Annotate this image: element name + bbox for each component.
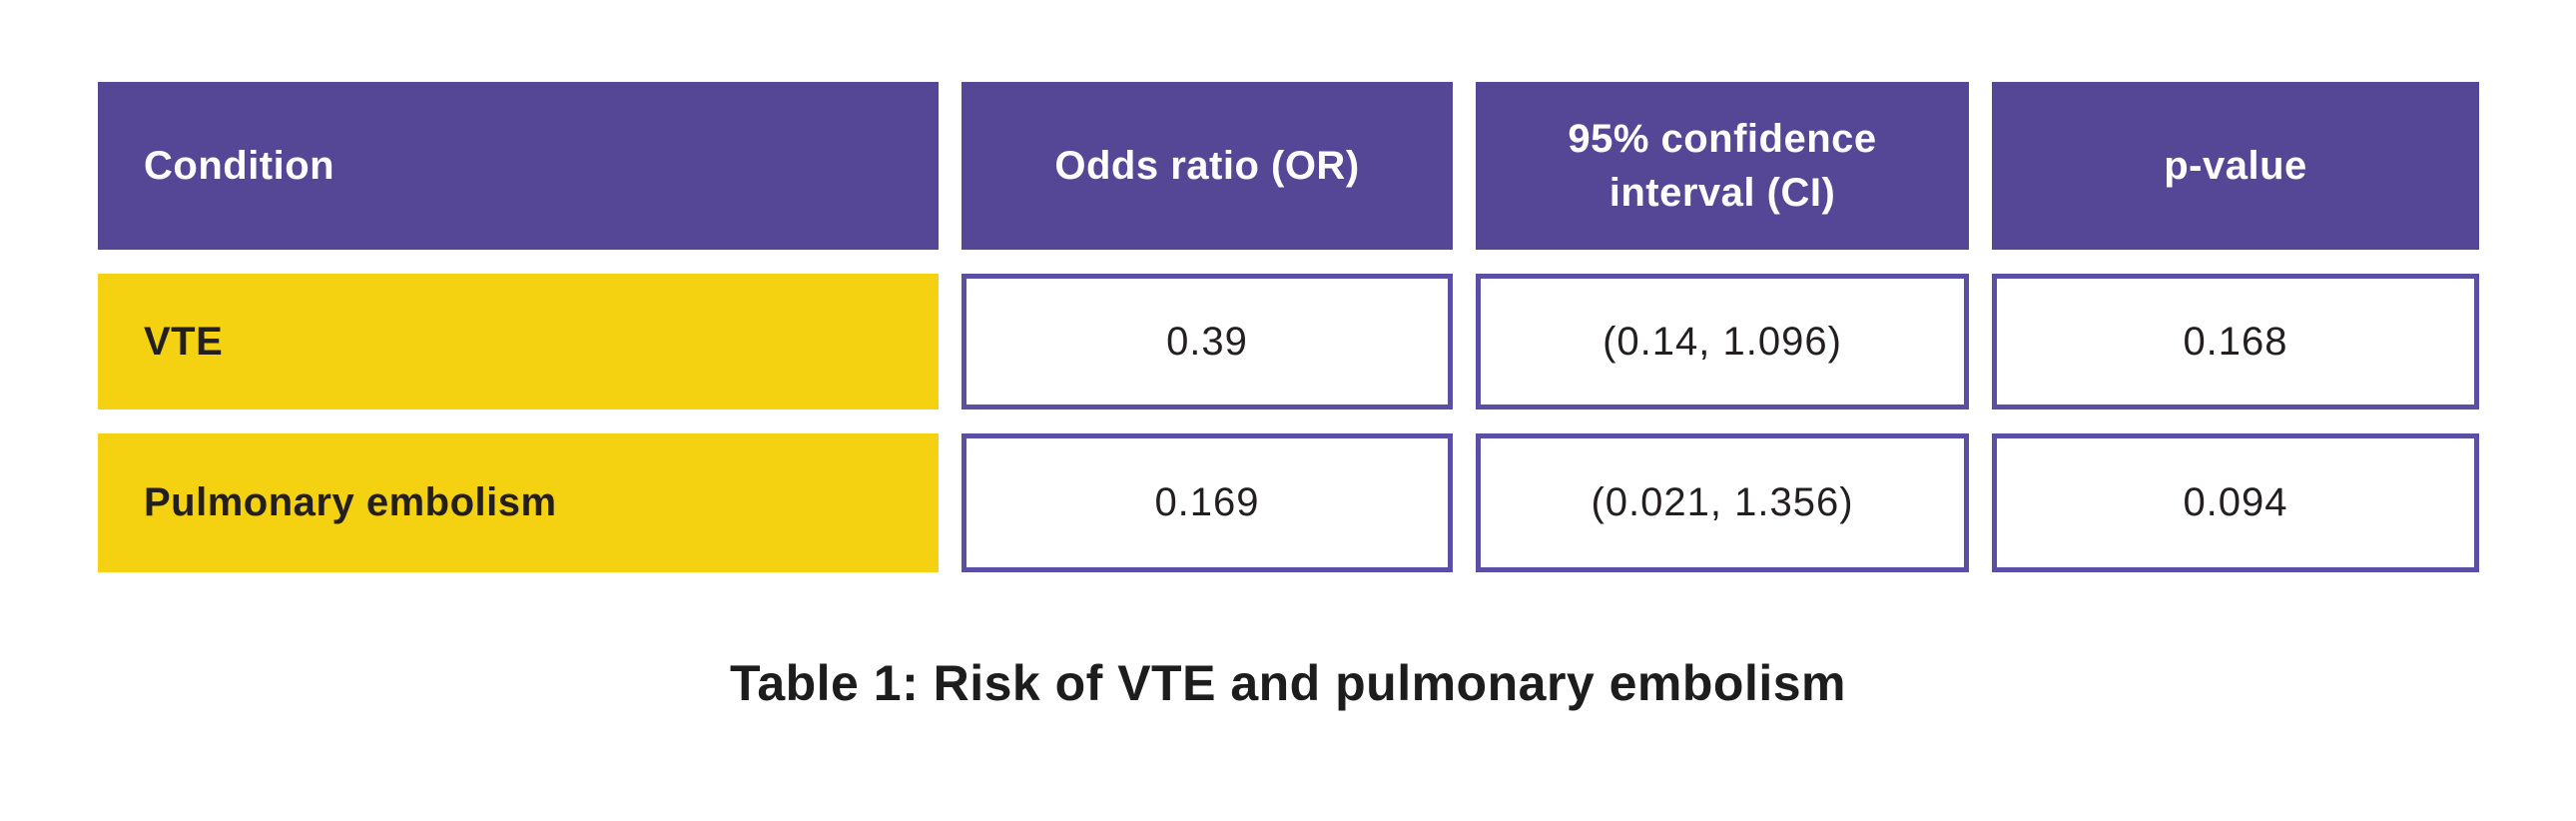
value-cell-vte-odds-ratio: 0.39 bbox=[962, 274, 1453, 410]
row-label-vte: VTE bbox=[98, 274, 939, 410]
header-cell-p-value: p-value bbox=[1992, 82, 2479, 250]
table-caption: Table 1: Risk of VTE and pulmonary embol… bbox=[729, 655, 1846, 711]
value-cell-vte-p-value: 0.168 bbox=[1992, 274, 2479, 410]
stats-table: Condition Odds ratio (OR) 95% confidence… bbox=[98, 82, 2479, 572]
header-cell-confidence-interval: 95% confidence interval (CI) bbox=[1476, 82, 1969, 250]
value-cell-pe-confidence-interval: (0.021, 1.356) bbox=[1476, 433, 1969, 572]
row-label-pulmonary-embolism: Pulmonary embolism bbox=[98, 433, 939, 572]
header-cell-odds-ratio: Odds ratio (OR) bbox=[962, 82, 1453, 250]
value-cell-vte-confidence-interval: (0.14, 1.096) bbox=[1476, 274, 1969, 410]
value-cell-pe-odds-ratio: 0.169 bbox=[962, 433, 1453, 572]
value-cell-pe-p-value: 0.094 bbox=[1992, 433, 2479, 572]
header-cell-condition: Condition bbox=[98, 82, 939, 250]
